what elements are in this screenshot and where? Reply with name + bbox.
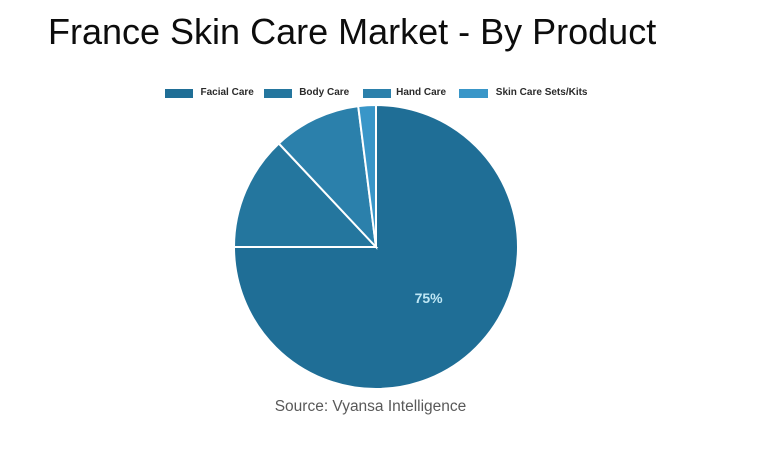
svg-text:75%: 75% [415, 290, 444, 306]
